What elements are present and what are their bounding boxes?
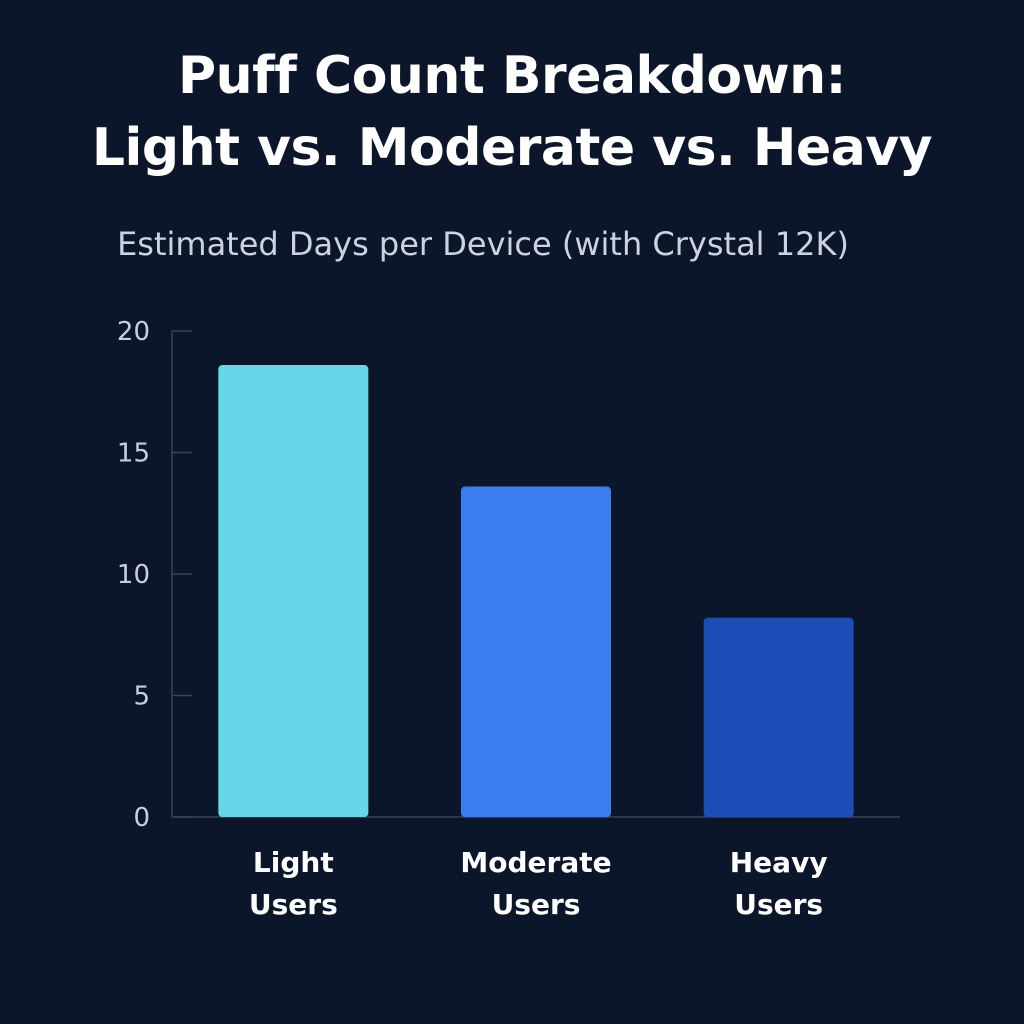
y-tick-label: 0 [133,803,150,833]
y-tick-label: 10 [117,560,150,590]
y-tick-label: 5 [133,682,150,712]
bar [218,365,369,817]
y-tick-label: 15 [117,439,150,469]
x-category-label: Moderate Users [460,846,611,921]
bar [703,617,854,817]
x-category-label-line: Users [249,888,338,921]
x-category-label-line: Heavy [730,846,828,879]
chart-title-line-1: Puff Count Breakdown: [178,46,846,106]
x-category-label: Heavy Users [730,846,828,921]
x-category-label-line: Users [492,888,581,921]
x-category-label: Light Users [249,846,338,921]
x-category-label-line: Moderate [460,846,611,879]
chart-subtitle: Estimated Days per Device (with Crystal … [117,225,849,263]
x-category-label-line: Users [734,888,823,921]
x-category-label-line: Light [253,846,334,879]
chart-title: Puff Count Breakdown: Light vs. Moderate… [0,40,1024,184]
y-tick-label: 20 [117,317,150,347]
chart-title-line-2: Light vs. Moderate vs. Heavy [91,118,933,178]
bar [461,486,611,817]
